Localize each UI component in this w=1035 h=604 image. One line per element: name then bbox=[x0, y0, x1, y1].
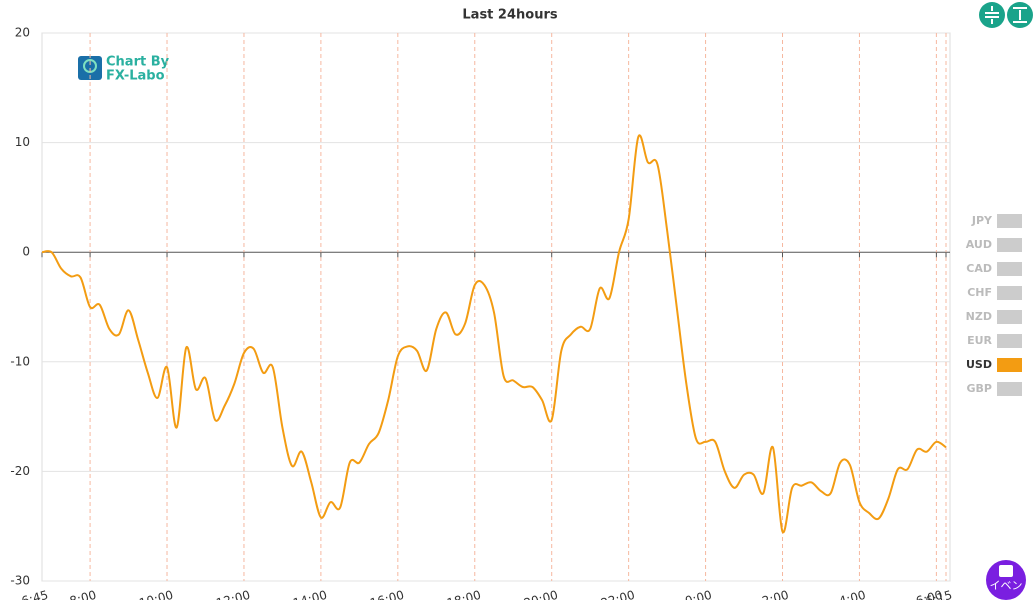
legend-label[interactable]: CHF bbox=[967, 286, 992, 299]
y-tick-label: 10 bbox=[15, 135, 30, 149]
chart-title: Last 24hours bbox=[462, 8, 557, 23]
event-button[interactable] bbox=[986, 560, 1026, 600]
legend-label[interactable]: AUD bbox=[966, 238, 992, 251]
y-tick-label: -30 bbox=[10, 574, 30, 588]
legend-swatch[interactable] bbox=[997, 334, 1022, 348]
legend-swatch[interactable] bbox=[997, 358, 1022, 372]
x-tick-label: 10:00 bbox=[138, 588, 175, 600]
line bbox=[41, 134, 947, 534]
y-tick-label: -20 bbox=[10, 464, 30, 478]
plot-frame bbox=[41, 32, 951, 582]
legend-swatch[interactable] bbox=[997, 286, 1022, 300]
legend-swatch[interactable] bbox=[997, 238, 1022, 252]
collapse-icon bbox=[985, 6, 999, 24]
logo: Chart By FX-Labo bbox=[78, 55, 170, 84]
y-tick-label: 20 bbox=[15, 26, 30, 40]
legend-swatch[interactable] bbox=[997, 382, 1022, 396]
legend-label[interactable]: USD bbox=[966, 358, 992, 371]
legend-swatch[interactable] bbox=[997, 214, 1022, 228]
event-label[interactable]: イベン bbox=[990, 579, 1023, 592]
x-tick-label: 8:00 bbox=[68, 588, 98, 600]
legend-label[interactable]: EUR bbox=[967, 334, 992, 347]
legend-label[interactable]: NZD bbox=[966, 310, 992, 323]
x-tick-label: 4:00 bbox=[837, 588, 867, 600]
x-tick-label: 22:00 bbox=[599, 588, 636, 600]
x-tick-label: 16:00 bbox=[368, 588, 405, 600]
watermark: FX-Labo bbox=[106, 69, 165, 84]
y-tick-label: -10 bbox=[10, 354, 30, 368]
x-tick-label: 12:00 bbox=[215, 588, 252, 600]
x-tick-label: 6:45 bbox=[20, 588, 50, 600]
legend-label[interactable]: JPY bbox=[971, 214, 993, 227]
watermark: Chart By bbox=[106, 55, 170, 70]
legend-swatch[interactable] bbox=[997, 262, 1022, 276]
x-tick-label: 18:00 bbox=[445, 588, 482, 600]
y-tick-label: 0 bbox=[22, 245, 30, 259]
legend-label[interactable]: GBP bbox=[967, 382, 992, 395]
x-tick-label: 20:00 bbox=[522, 588, 559, 600]
legend-label[interactable]: CAD bbox=[966, 262, 992, 275]
collapse-button[interactable] bbox=[979, 2, 1005, 28]
x-tick-label: 2:00 bbox=[761, 588, 791, 600]
legend-swatch[interactable] bbox=[997, 310, 1022, 324]
expand-icon bbox=[1013, 7, 1027, 23]
toolbar[interactable]: イベン bbox=[979, 2, 1033, 600]
event-icon bbox=[999, 565, 1013, 577]
x-tick-label: 14:00 bbox=[292, 588, 329, 600]
x-tick-label: 0:00 bbox=[684, 588, 714, 600]
